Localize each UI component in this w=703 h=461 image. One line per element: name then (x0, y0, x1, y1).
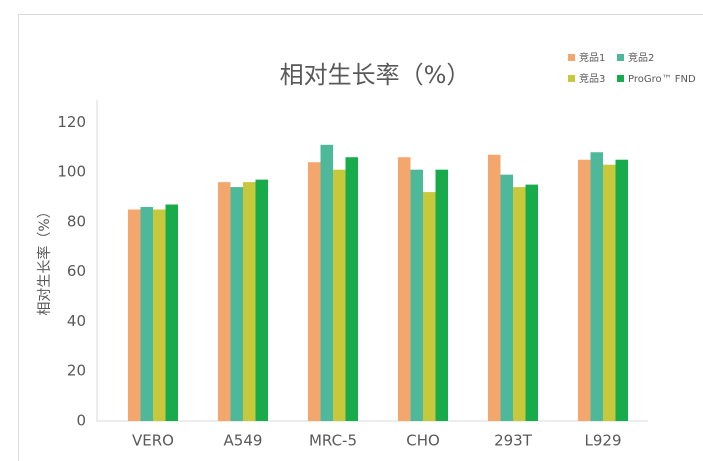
y-tick-label: 100 (57, 163, 86, 181)
y-tick-label: 60 (67, 262, 86, 280)
bar (255, 179, 268, 421)
bar (345, 157, 358, 422)
x-tick-label: L929 (585, 432, 622, 450)
x-tick-label: A549 (224, 432, 263, 450)
bar (230, 187, 243, 421)
bar (308, 162, 321, 422)
legend-swatch (617, 75, 624, 82)
legend-label: ProGro™ FND (628, 74, 696, 85)
bar (603, 164, 616, 421)
x-tick-label: CHO (406, 432, 440, 450)
bar (615, 159, 628, 421)
legend-label: 竞品1 (579, 51, 605, 64)
legend-swatch (568, 75, 575, 82)
legend-swatch (568, 54, 575, 61)
bar (320, 144, 333, 421)
chart-title: 相对生长率（%） (280, 61, 471, 89)
bar (578, 159, 591, 421)
y-tick-label: 0 (76, 412, 86, 430)
legend-swatch (617, 54, 624, 61)
bar (513, 187, 526, 421)
y-tick-label: 40 (67, 312, 86, 330)
y-tick-label: 20 (67, 362, 86, 380)
bar (165, 204, 178, 421)
bar (218, 182, 231, 421)
bar (153, 209, 166, 421)
legend-label: 竞品2 (628, 51, 654, 64)
bar (243, 182, 256, 421)
bar (333, 169, 346, 421)
bar (410, 169, 423, 421)
x-tick-label: MRC-5 (309, 432, 357, 450)
x-tick-label: VERO (132, 432, 174, 450)
bar (525, 184, 538, 421)
y-tick-label: 120 (57, 113, 86, 131)
bar (140, 207, 153, 421)
bar (128, 209, 141, 421)
bar (398, 157, 411, 422)
x-tick-label: 293T (494, 432, 533, 450)
bar (435, 169, 448, 421)
bar (500, 174, 513, 421)
bar (423, 192, 436, 421)
y-axis-label: 相对生长率（%） (36, 204, 53, 315)
y-tick-label: 80 (67, 212, 86, 230)
bar (488, 154, 501, 421)
legend-label: 竞品3 (579, 72, 605, 85)
bar (590, 152, 603, 422)
